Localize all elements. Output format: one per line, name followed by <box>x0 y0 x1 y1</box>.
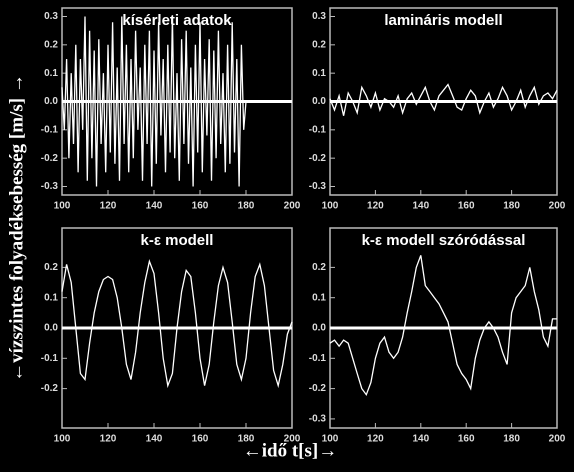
y-axis-label: ←vízszintes folyadéksebesség [m/s] → <box>6 74 27 382</box>
x-tick-label: 180 <box>238 201 255 212</box>
y-tick-label: -0.2 <box>309 153 327 164</box>
y-tick-label: -0.1 <box>309 353 327 364</box>
y-tick-label: -0.2 <box>41 383 59 394</box>
x-axis-label: ←idő t[s]→ <box>243 440 337 461</box>
y-tick-label: 0.1 <box>44 292 58 303</box>
panel-title: lamináris modell <box>384 12 502 29</box>
y-tick-label: 0.0 <box>44 323 58 334</box>
x-tick-label: 100 <box>54 201 71 212</box>
data-line <box>61 259 293 389</box>
data-line <box>329 255 557 397</box>
data-line <box>61 16 247 187</box>
y-tick-label: 0.0 <box>312 96 326 107</box>
y-tick-label: -0.3 <box>41 181 59 192</box>
y-tick-label: 0.0 <box>312 323 326 334</box>
x-tick-label: 200 <box>284 201 301 212</box>
x-tick-label: 160 <box>458 201 475 212</box>
x-tick-label: 120 <box>367 201 384 212</box>
x-tick-label: 200 <box>549 201 566 212</box>
x-tick-label: 160 <box>192 201 209 212</box>
panel-title: k-ε modell szóródással <box>362 232 526 249</box>
x-tick-label: 180 <box>503 201 520 212</box>
panel-title: kísérleti adatok <box>122 12 232 29</box>
x-tick-label: 100 <box>322 201 339 212</box>
y-tick-label: -0.1 <box>309 124 327 135</box>
y-tick-label: 0.1 <box>312 292 326 303</box>
y-tick-label: 0.2 <box>44 262 58 273</box>
y-tick-label: 0.1 <box>312 68 326 79</box>
y-tick-label: -0.3 <box>309 414 327 425</box>
x-tick-label: 160 <box>192 434 209 445</box>
y-tick-label: 0.2 <box>44 39 58 50</box>
y-tick-label: -0.3 <box>309 181 327 192</box>
y-tick-label: 0.3 <box>44 11 58 22</box>
x-tick-label: 120 <box>100 434 117 445</box>
data-line <box>329 83 558 116</box>
x-tick-label: 140 <box>412 201 429 212</box>
y-tick-label: 0.2 <box>312 39 326 50</box>
panel-title: k-ε modell <box>141 232 214 249</box>
x-tick-label: 160 <box>458 434 475 445</box>
x-tick-label: 120 <box>367 434 384 445</box>
y-tick-label: 0.1 <box>44 68 58 79</box>
y-tick-label: -0.2 <box>41 153 59 164</box>
x-tick-label: 180 <box>238 434 255 445</box>
y-tick-label: -0.2 <box>309 383 327 394</box>
y-tick-label: -0.1 <box>41 124 59 135</box>
y-tick-label: 0.2 <box>312 262 326 273</box>
x-tick-label: 180 <box>503 434 520 445</box>
x-tick-label: 100 <box>54 434 71 445</box>
x-tick-label: 140 <box>146 434 163 445</box>
x-tick-label: 100 <box>322 434 339 445</box>
x-tick-label: 140 <box>146 201 163 212</box>
y-tick-label: 0.3 <box>312 11 326 22</box>
x-tick-label: 200 <box>549 434 566 445</box>
y-tick-label: -0.1 <box>41 353 59 364</box>
y-tick-label: 0.0 <box>44 96 58 107</box>
x-tick-label: 140 <box>412 434 429 445</box>
x-tick-label: 120 <box>100 201 117 212</box>
x-tick-label: 200 <box>284 434 301 445</box>
